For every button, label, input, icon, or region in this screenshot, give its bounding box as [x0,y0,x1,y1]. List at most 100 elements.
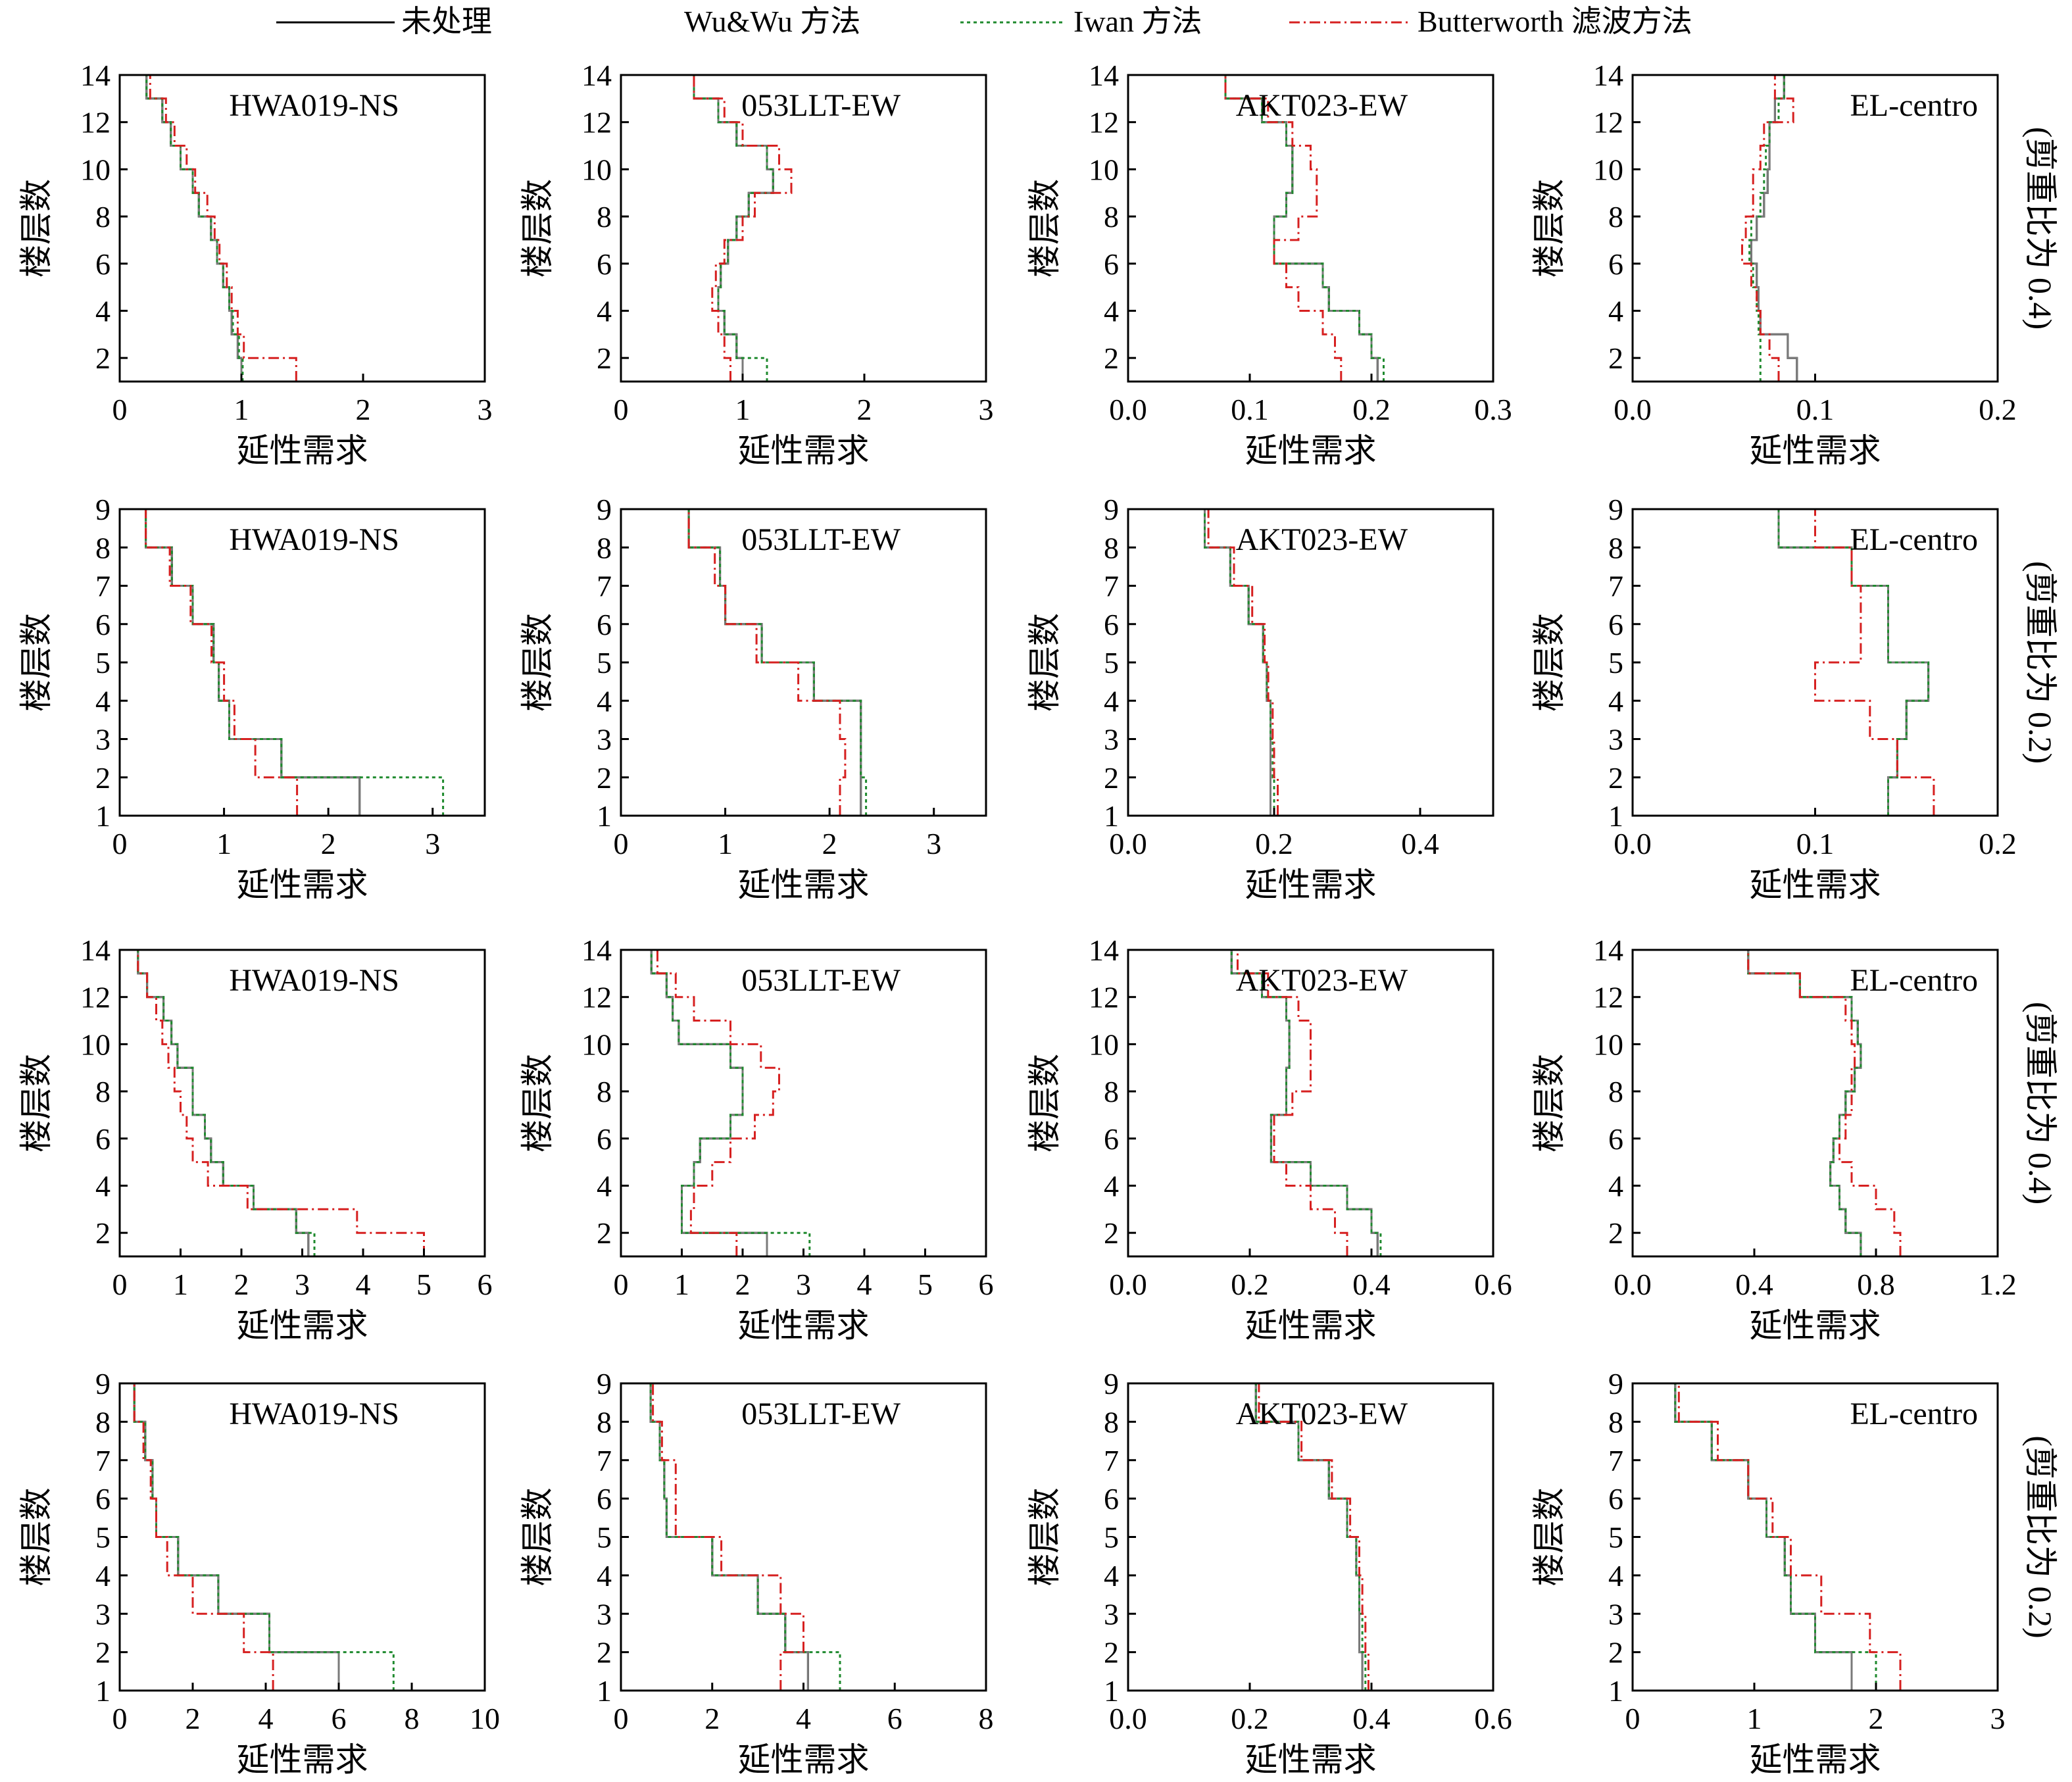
series-line [1674,1383,1853,1691]
plot-frame [620,74,987,383]
y-tick-label: 12 [1593,106,1623,139]
x-tick-label: 0.1 [1796,827,1835,860]
x-tick-label: 0.4 [1352,1702,1391,1735]
y-tick-label: 3 [1104,1597,1119,1631]
x-tick-label: 1 [1747,1702,1762,1735]
legend-entry: Wu&Wu 方法 [684,5,860,38]
y-tick-label: 9 [1608,493,1623,526]
y-tick-label: 5 [1608,1521,1623,1554]
x-axis-label: 延性需求 [237,1307,368,1344]
y-tick-label: 12 [80,981,111,1014]
y-tick-label: 12 [581,981,612,1014]
y-tick-label: 14 [1089,933,1119,967]
x-axis-label: 延性需求 [1245,432,1377,469]
y-tick-label: 3 [1608,1597,1623,1631]
series-line [1742,74,1785,382]
x-tick-label: 0 [112,393,128,426]
y-tick-label: 14 [80,933,111,967]
y-tick-label: 2 [597,1216,612,1250]
panel-title: EL-centro [1850,963,1978,998]
y-tick-label: 1 [1104,1674,1119,1708]
series-line [661,74,774,382]
y-tick-label: 3 [597,1597,612,1631]
y-tick-label: 12 [581,106,612,139]
series-line [1184,74,1343,382]
x-tick-label: 0.2 [1979,393,2017,426]
y-tick-label: 8 [95,1405,111,1439]
x-tick-label: 5 [416,1268,432,1301]
series-line [132,74,243,382]
x-axis-label: 延性需求 [738,432,870,469]
y-tick-label: 6 [597,608,612,641]
x-tick-label: 4 [796,1702,811,1735]
y-tick-label: 5 [1104,646,1119,680]
y-tick-label: 4 [95,1169,111,1202]
x-tick-label: 8 [979,1702,994,1735]
series-line [1674,1383,1877,1691]
series-line [662,508,847,816]
y-tick-label: 12 [1089,106,1119,139]
chart-panel: 0.0 0.2 0.4 0.6 2 4 6 8 10 12 14 AKT023-EW 延性需求 楼层数 [1026,933,1512,1344]
chart-panel: 0.0 0.1 0.2 1 2 3 4 5 6 7 8 9 EL-centro 延性需求 楼层数 [1531,493,2017,903]
x-tick-label: 0.0 [1109,827,1147,860]
y-tick-label: 4 [1608,1559,1623,1593]
y-axis-label: 楼层数 [1026,179,1063,278]
y-tick-label: 7 [597,1444,612,1477]
x-tick-label: 3 [979,393,994,426]
x-tick-label: 0.0 [1109,393,1147,426]
x-tick-label: 0.1 [1231,393,1269,426]
y-tick-label: 1 [1608,1674,1623,1708]
x-tick-label: 0.0 [1109,1702,1147,1735]
y-tick-label: 12 [80,106,111,139]
y-tick-label: 3 [95,1597,111,1631]
chart-panel: 0.0 0.2 0.4 1 2 3 4 5 6 7 8 9 AKT023-EW 延性需求 楼层数 [1026,493,1494,903]
panel-title: EL-centro [1850,522,1978,557]
y-tick-label: 5 [95,1521,111,1554]
x-tick-label: 0.0 [1614,393,1652,426]
y-tick-label: 2 [95,1216,111,1250]
y-tick-label: 10 [1089,153,1119,186]
y-tick-label: 10 [1089,1027,1119,1061]
y-tick-label: 2 [1104,1636,1119,1670]
panel-title: AKT023-EW [1236,1397,1408,1431]
x-axis-label: 延性需求 [738,1741,870,1778]
series-line [648,1382,804,1691]
x-tick-label: 1 [216,827,232,860]
x-tick-label: 5 [918,1268,933,1301]
chart-panel: 0.0 0.4 0.8 1.2 2 4 6 8 10 12 14 EL-centro 延性需求 楼层数 [1531,933,2017,1344]
y-tick-label: 14 [581,59,612,92]
y-tick-label: 2 [597,341,612,375]
y-tick-label: 7 [1608,570,1623,603]
x-tick-label: 3 [478,393,493,426]
y-tick-label: 6 [597,247,612,281]
panel-title: 053LLT-EW [741,88,900,123]
y-tick-label: 5 [1104,1521,1119,1554]
y-tick-label: 6 [1608,247,1623,281]
legend-entry: 未处理 [276,5,492,38]
y-tick-label: 4 [1104,1169,1119,1202]
y-tick-label: 6 [1608,608,1623,641]
x-tick-label: 0.8 [1857,1268,1895,1301]
y-tick-label: 8 [1608,1405,1623,1439]
x-tick-label: 0 [614,827,629,860]
series-line [1784,508,1935,816]
x-tick-label: 0.6 [1474,1268,1512,1301]
x-tick-label: 0 [614,1268,629,1301]
x-tick-label: 1 [718,827,733,860]
y-tick-label: 3 [95,723,111,756]
y-axis-label: 楼层数 [519,1054,556,1152]
y-tick-label: 2 [1608,1216,1623,1250]
x-tick-label: 0.6 [1474,1702,1512,1735]
row-labels: (剪重比为 0.4) (剪重比为 0.2) (剪重比为 0.4) (剪重比为 0.2) [2022,127,2059,1639]
x-tick-label: 0.4 [1352,1268,1391,1301]
x-tick-label: 6 [332,1702,347,1735]
legend-label: Butterworth 滤波方法 [1418,5,1692,38]
panel-title: HWA019-NS [229,88,399,123]
y-tick-label: 7 [95,1444,111,1477]
y-axis-label: 楼层数 [1026,613,1063,712]
x-tick-label: 0.2 [1352,393,1391,426]
x-axis-label: 延性需求 [1750,1307,1881,1344]
